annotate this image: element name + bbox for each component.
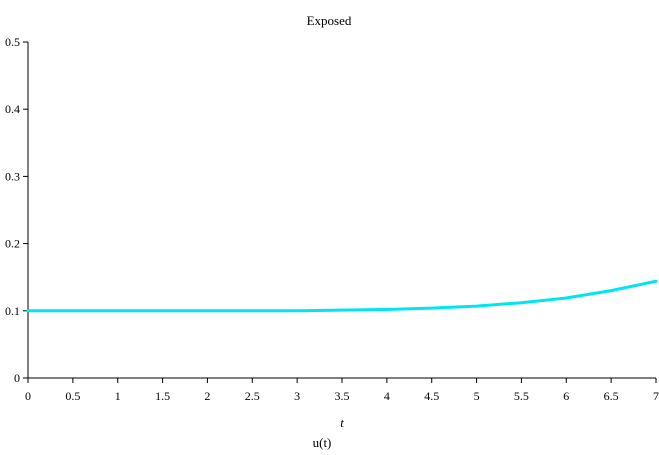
data-point (520, 301, 523, 304)
data-point (26, 309, 30, 312)
legend-label: u(t) (313, 435, 332, 450)
data-point (340, 308, 344, 312)
x-tick-label: 7 (653, 389, 659, 403)
data-point (565, 296, 568, 300)
data-point (430, 306, 433, 310)
y-tick-label: 0.3 (5, 169, 20, 183)
chart-ticks: 0 0.5 1 1.5 2 2.5 3 3.5 4 4.5 5 5.5 6 6.5 7 0 0.1 0.2 0.3 0… (5, 35, 659, 403)
data-point (206, 309, 209, 312)
data-point (385, 308, 389, 311)
chart-title: Exposed (307, 13, 352, 28)
data-point (475, 304, 478, 308)
y-tick-label: 0.5 (5, 35, 20, 49)
series-layer (26, 279, 658, 313)
x-tick-label: 0.5 (65, 389, 80, 403)
x-tick-label: 2.5 (245, 389, 260, 403)
data-point (116, 309, 119, 312)
data-point (71, 309, 75, 312)
x-tick-label: 3.5 (335, 389, 350, 403)
data-point (295, 309, 299, 312)
x-tick-label: 5.5 (514, 389, 529, 403)
y-tick-label: 0.2 (5, 237, 20, 251)
x-tick-label: 6.5 (604, 389, 619, 403)
x-tick-label: 1.5 (155, 389, 170, 403)
series-line-0 (26, 279, 658, 313)
x-tick-label: 6 (563, 389, 569, 403)
data-point (654, 280, 658, 283)
data-point (609, 289, 613, 292)
x-tick-label: 2 (204, 389, 210, 403)
x-tick-label: 1 (115, 389, 121, 403)
data-point (161, 309, 164, 312)
y-tick-label: 0 (14, 371, 20, 385)
chart-axes (27, 42, 656, 379)
y-tick-label: 0.4 (5, 102, 20, 116)
x-axis-label: t (340, 415, 344, 430)
x-tick-label: 4.5 (424, 389, 439, 403)
y-tick-label: 0.1 (5, 304, 20, 318)
x-tick-label: 4 (384, 389, 390, 403)
x-tick-label: 5 (474, 389, 480, 403)
x-tick-label: 3 (294, 389, 300, 403)
x-tick-label: 0 (25, 389, 31, 403)
data-point (251, 309, 254, 312)
